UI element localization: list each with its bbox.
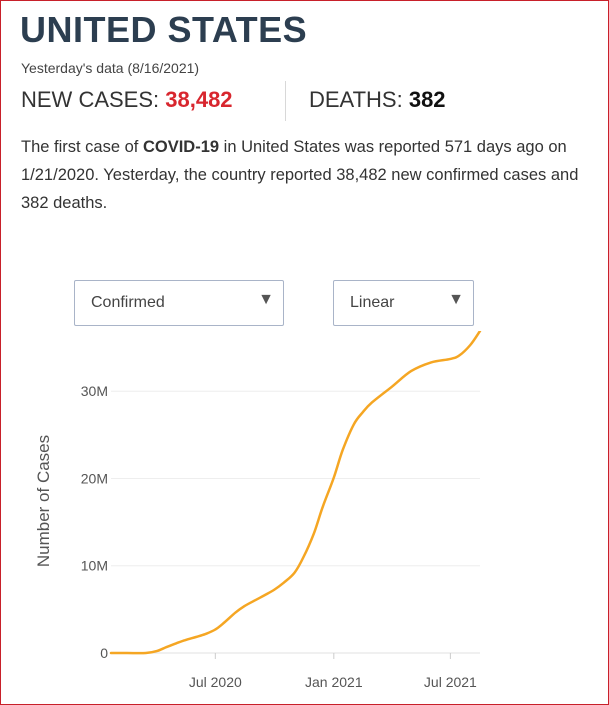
stats-divider bbox=[285, 81, 286, 121]
new-cases-stat: NEW CASES: 38,482 bbox=[21, 87, 233, 113]
y-tick-label: 10M bbox=[81, 558, 108, 574]
cases-chart: 0 10M 20M 30M Jul 2020 Jan 2021 Jul 2021 bbox=[81, 331, 482, 690]
summary-text-start: The first case of bbox=[21, 138, 143, 156]
x-tick-label: Jan 2021 bbox=[305, 674, 363, 690]
deaths-value: 382 bbox=[408, 87, 446, 112]
summary-paragraph: The first case of COVID-19 in United Sta… bbox=[21, 133, 601, 217]
scale-dropdown[interactable]: Linear ▼ bbox=[333, 280, 474, 326]
caret-down-icon: ▼ bbox=[448, 291, 464, 308]
new-cases-label: NEW CASES: bbox=[21, 87, 166, 112]
summary-text-end: in United States was reported 571 days a… bbox=[21, 138, 579, 212]
series-line bbox=[109, 331, 482, 655]
metric-dropdown-value: Confirmed bbox=[91, 294, 165, 311]
y-tick-label: 30M bbox=[81, 383, 108, 399]
x-tick-label: Jul 2020 bbox=[189, 674, 242, 690]
deaths-label: DEATHS: bbox=[309, 87, 409, 112]
scale-dropdown-value: Linear bbox=[350, 294, 395, 311]
y-axis-label: Number of Cases bbox=[34, 434, 53, 568]
y-tick-label: 0 bbox=[100, 645, 108, 661]
new-cases-value: 38,482 bbox=[165, 87, 233, 112]
page-title: UNITED STATES bbox=[20, 9, 308, 50]
y-tick-label: 20M bbox=[81, 470, 108, 486]
summary-disease-name: COVID-19 bbox=[142, 138, 220, 156]
data-date-subtitle: Yesterday's data (8/16/2021) bbox=[21, 60, 200, 76]
x-tick-label: Jul 2021 bbox=[424, 674, 477, 690]
stats-bar: NEW CASES: 38,482 DEATHS: 382 bbox=[21, 81, 581, 121]
caret-down-icon: ▼ bbox=[258, 291, 274, 308]
deaths-stat: DEATHS: 382 bbox=[309, 87, 446, 113]
metric-dropdown[interactable]: Confirmed ▼ bbox=[74, 280, 284, 326]
